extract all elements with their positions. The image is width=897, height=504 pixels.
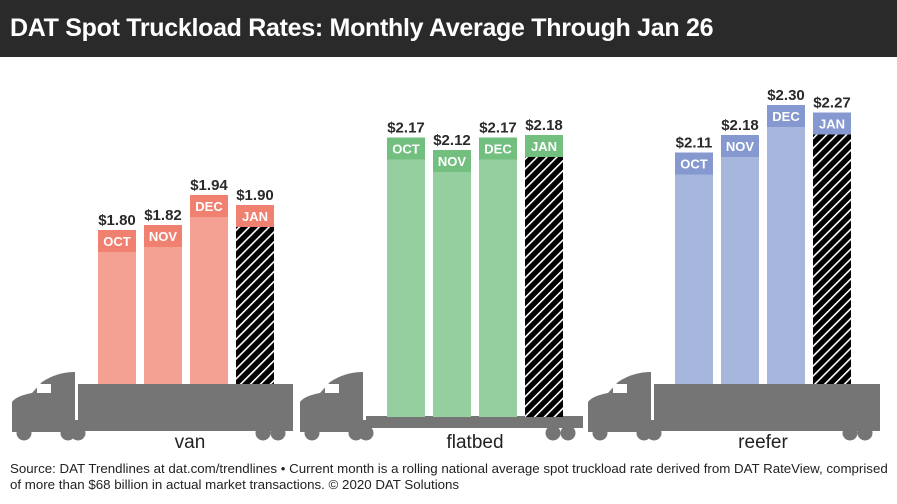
month-label: NOV [726, 139, 755, 154]
flatbed-truck-icon [300, 372, 583, 441]
source-footnote: Source: DAT Trendlines at dat.com/trendl… [10, 461, 888, 492]
value-label: $2.18 [525, 117, 563, 134]
bar [387, 137, 425, 417]
bar [236, 205, 274, 384]
flatbed-bar-dec: DEC $2.17 [479, 120, 517, 417]
bar [98, 230, 136, 384]
category-label-van: van [175, 432, 206, 453]
value-label: $2.30 [767, 87, 805, 104]
bar [721, 135, 759, 384]
bar [675, 152, 713, 384]
month-band [767, 105, 805, 127]
reefer-truck-icon [588, 372, 880, 441]
month-label: JAN [242, 209, 268, 224]
month-band [433, 150, 471, 172]
chart-title: DAT Spot Truckload Rates: Monthly Averag… [0, 0, 897, 57]
month-label: NOV [149, 229, 178, 244]
bar [813, 112, 851, 384]
bar [479, 137, 517, 417]
bar [190, 195, 228, 384]
van-bar-jan: JAN $1.90 [236, 187, 274, 384]
bar [144, 225, 182, 384]
month-label: DEC [484, 142, 512, 157]
month-band [190, 195, 228, 217]
value-label: $2.11 [676, 135, 713, 152]
month-label: DEC [195, 199, 223, 214]
flatbed-bar-jan: JAN $2.18 [525, 117, 563, 417]
month-band [236, 205, 274, 227]
month-band [387, 137, 425, 160]
van-truck-icon [12, 372, 293, 441]
month-label: JAN [531, 139, 557, 154]
van-bar-oct: OCT $1.80 [98, 212, 136, 384]
reefer-bar-oct: OCT $2.11 [675, 135, 713, 384]
value-label: $2.12 [433, 132, 471, 149]
value-label: $2.17 [387, 120, 425, 137]
month-label: NOV [438, 154, 467, 169]
month-band [144, 225, 182, 247]
reefer-bar-nov: NOV $2.18 [721, 117, 759, 384]
month-band [813, 112, 851, 135]
month-label: OCT [103, 234, 131, 249]
bar [767, 105, 805, 384]
bar [433, 150, 471, 417]
value-label: $1.82 [144, 207, 182, 224]
value-label: $1.80 [98, 212, 136, 229]
category-label-flatbed: flatbed [446, 432, 503, 453]
flatbed-bar-nov: NOV $2.12 [433, 132, 471, 417]
month-band [525, 135, 563, 157]
reefer-bar-dec: DEC $2.30 [767, 87, 805, 384]
month-label: JAN [819, 117, 845, 132]
value-label: $1.90 [236, 187, 274, 204]
month-band [479, 137, 517, 160]
van-bar-nov: NOV $1.82 [144, 207, 182, 384]
reefer-bar-jan: JAN $2.27 [813, 95, 851, 384]
month-label: OCT [392, 142, 420, 157]
category-label-reefer: reefer [738, 432, 788, 453]
value-label: $2.17 [479, 120, 517, 137]
value-label: $2.27 [813, 95, 851, 112]
value-label: $1.94 [190, 177, 228, 194]
month-band [675, 152, 713, 175]
flatbed-bar-oct: OCT $2.17 [387, 120, 425, 417]
month-label: OCT [680, 157, 708, 172]
van-bar-dec: DEC $1.94 [190, 177, 228, 384]
month-label: DEC [772, 109, 800, 124]
month-band [721, 135, 759, 157]
month-band [98, 230, 136, 252]
bar [525, 135, 563, 417]
value-label: $2.18 [721, 117, 759, 134]
